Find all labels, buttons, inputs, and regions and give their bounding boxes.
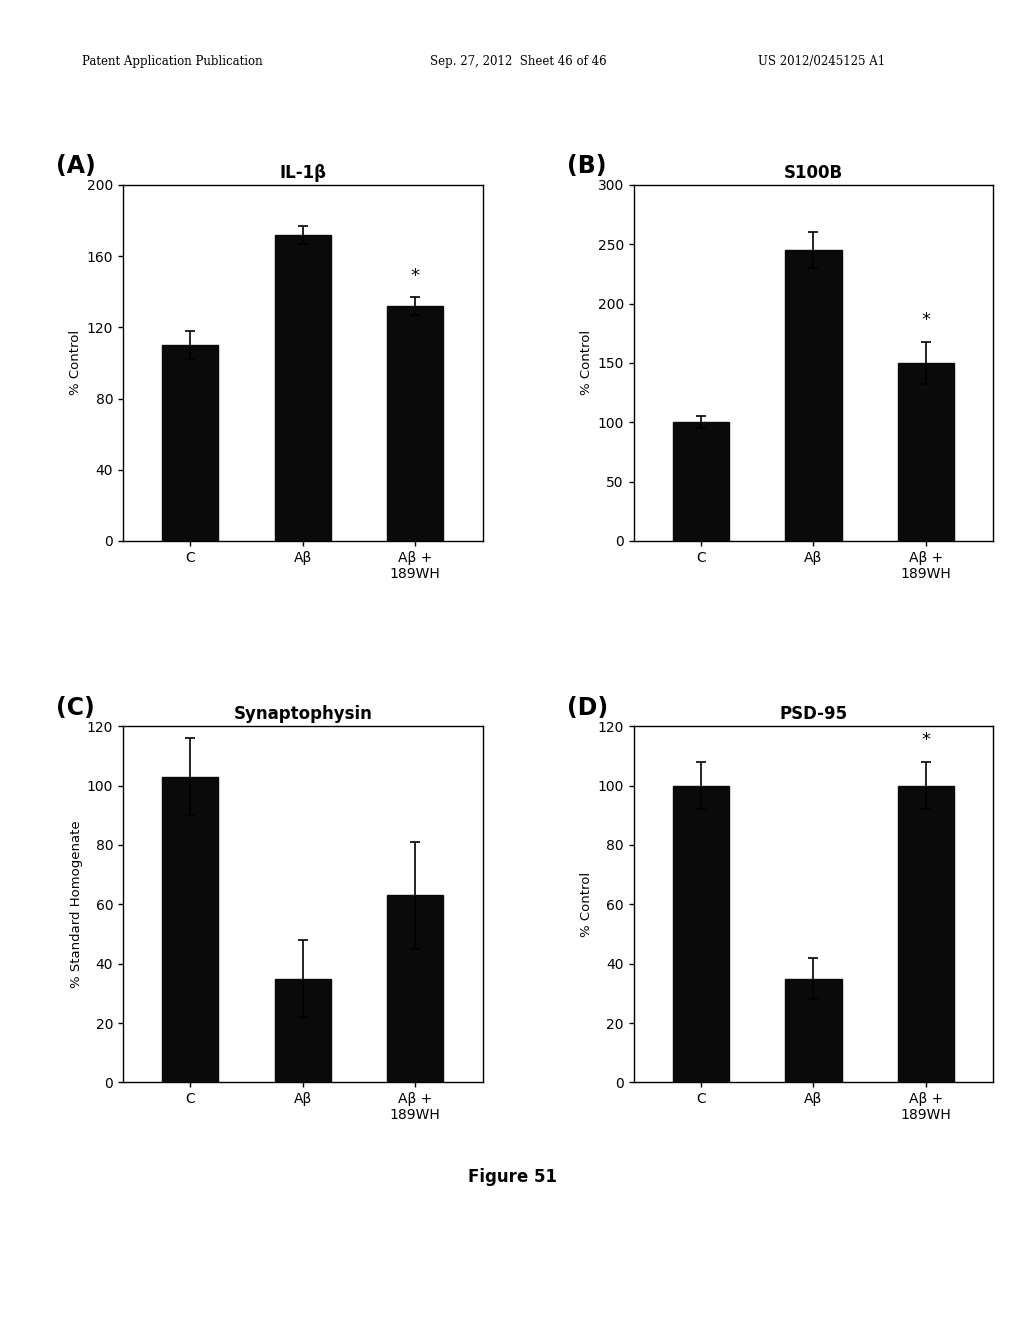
Bar — [162, 776, 218, 1082]
Bar — [274, 235, 331, 541]
Bar — [785, 978, 842, 1082]
Bar — [673, 422, 729, 541]
Y-axis label: % Control: % Control — [70, 330, 83, 396]
Text: Sep. 27, 2012  Sheet 46 of 46: Sep. 27, 2012 Sheet 46 of 46 — [430, 55, 606, 69]
Text: *: * — [922, 731, 931, 750]
Title: PSD-95: PSD-95 — [779, 705, 848, 723]
Text: (A): (A) — [56, 154, 96, 178]
Title: S100B: S100B — [784, 164, 843, 182]
Y-axis label: % Control: % Control — [581, 871, 593, 937]
Title: Synaptophysin: Synaptophysin — [233, 705, 372, 723]
Text: Figure 51: Figure 51 — [468, 1168, 556, 1187]
Text: *: * — [411, 267, 420, 285]
Text: Patent Application Publication: Patent Application Publication — [82, 55, 262, 69]
Y-axis label: % Standard Homogenate: % Standard Homogenate — [70, 821, 83, 989]
Bar — [898, 785, 954, 1082]
Text: (B): (B) — [567, 154, 606, 178]
Text: US 2012/0245125 A1: US 2012/0245125 A1 — [758, 55, 885, 69]
Text: (D): (D) — [567, 696, 608, 719]
Y-axis label: % Control: % Control — [581, 330, 593, 396]
Bar — [785, 249, 842, 541]
Text: (C): (C) — [56, 696, 95, 719]
Bar — [898, 363, 954, 541]
Text: *: * — [922, 312, 931, 329]
Title: IL-1β: IL-1β — [280, 164, 327, 182]
Bar — [274, 978, 331, 1082]
Bar — [387, 895, 443, 1082]
Bar — [162, 345, 218, 541]
Bar — [387, 306, 443, 541]
Bar — [673, 785, 729, 1082]
